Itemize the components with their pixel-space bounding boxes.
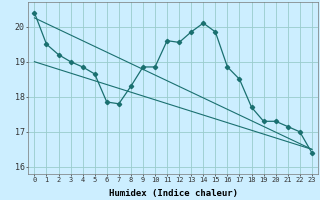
X-axis label: Humidex (Indice chaleur): Humidex (Indice chaleur) [108,189,238,198]
